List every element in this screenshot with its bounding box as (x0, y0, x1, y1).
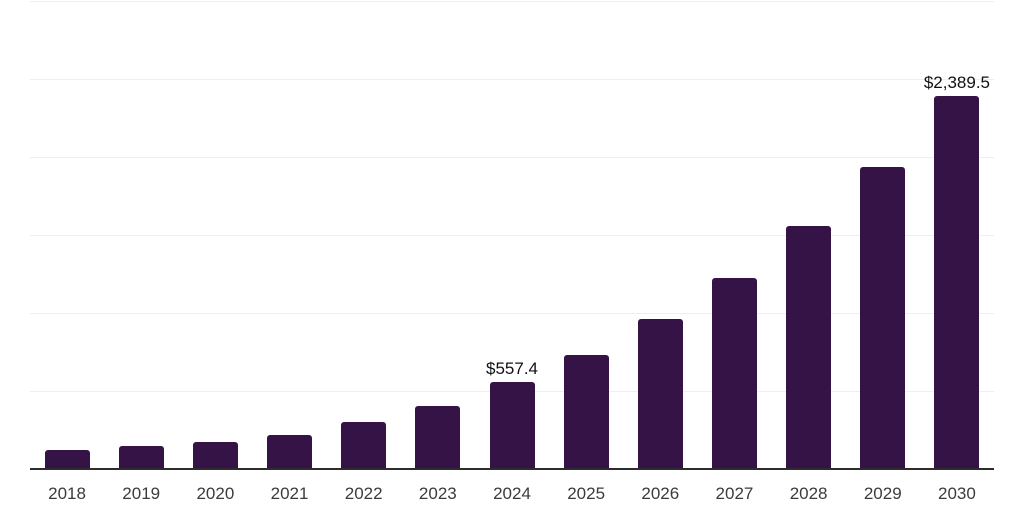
x-tick-label: 2019 (122, 484, 161, 503)
x-tick-label: 2022 (344, 484, 383, 503)
x-tick-label: 2024 (493, 484, 531, 503)
bar-2019 (118, 446, 164, 469)
bar-2026 (637, 319, 683, 469)
gridline (30, 313, 994, 314)
x-tick-label: 2025 (567, 484, 606, 503)
bar-2023 (415, 405, 461, 469)
bar-value-label: $2,389.5 (923, 73, 991, 93)
x-tick-label: 2021 (270, 484, 309, 503)
gridline (30, 1, 994, 2)
bar-2028 (786, 225, 832, 469)
x-tick-label: 2030 (938, 484, 976, 503)
gridline (30, 235, 994, 236)
x-tick-label: 2026 (641, 484, 680, 503)
x-tick-label: 2027 (715, 484, 754, 503)
x-tick-label: 2023 (418, 484, 457, 503)
bar-2022 (341, 422, 387, 469)
bar-2021 (267, 435, 313, 469)
bar-2025 (563, 354, 609, 469)
bar-2018 (44, 450, 90, 469)
x-tick-label: 2018 (48, 484, 86, 503)
bar-2030 (934, 96, 980, 469)
bar-2029 (860, 166, 906, 469)
bar-2024 (489, 382, 535, 469)
x-tick-label: 2029 (863, 484, 902, 503)
x-tick-label: 2020 (196, 484, 235, 503)
bar-value-label: $557.4 (486, 359, 538, 379)
gridline (30, 79, 994, 80)
bar-2020 (192, 442, 238, 469)
x-tick-label: 2028 (789, 484, 828, 503)
bar-2027 (711, 278, 757, 469)
gridline (30, 157, 994, 158)
x-axis-line (30, 468, 994, 470)
